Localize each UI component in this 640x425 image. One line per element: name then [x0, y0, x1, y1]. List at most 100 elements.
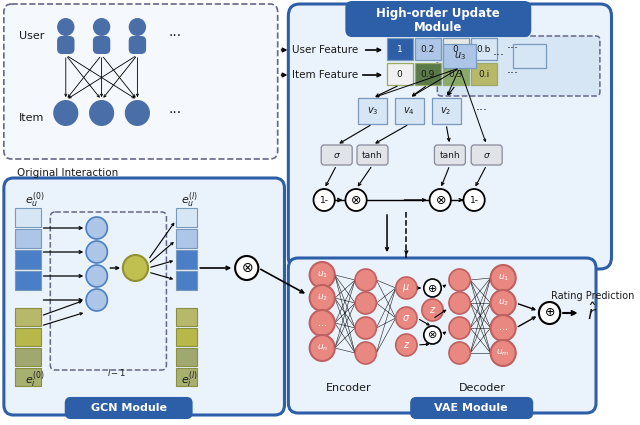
- Circle shape: [355, 317, 376, 339]
- Bar: [15, 208, 40, 227]
- Circle shape: [86, 265, 108, 287]
- Bar: [443, 63, 469, 85]
- Text: ···: ···: [507, 68, 519, 80]
- Text: $e_i^{(l)}$: $e_i^{(l)}$: [181, 370, 198, 391]
- Text: Item Feature: Item Feature: [292, 70, 358, 80]
- Bar: [176, 308, 197, 326]
- Bar: [176, 208, 197, 227]
- Bar: [176, 271, 197, 290]
- Text: $v_4$: $v_4$: [403, 105, 415, 117]
- Bar: [176, 328, 197, 346]
- Text: $\otimes$: $\otimes$: [241, 261, 253, 275]
- Text: ···: ···: [492, 49, 504, 62]
- Text: ···: ···: [168, 106, 182, 120]
- FancyBboxPatch shape: [321, 145, 352, 165]
- Text: $e_u^{(0)}$: $e_u^{(0)}$: [25, 190, 45, 210]
- Bar: [15, 229, 40, 248]
- Circle shape: [449, 292, 470, 314]
- Circle shape: [129, 18, 146, 36]
- Text: ···: ···: [476, 105, 488, 117]
- Bar: [15, 328, 40, 346]
- FancyBboxPatch shape: [357, 145, 388, 165]
- Bar: [15, 368, 40, 386]
- Bar: [15, 250, 40, 269]
- Text: 1-: 1-: [319, 196, 328, 204]
- Circle shape: [355, 342, 376, 364]
- Text: $u_m$: $u_m$: [497, 348, 510, 358]
- Bar: [387, 63, 413, 85]
- Text: $\oplus$: $\oplus$: [428, 283, 438, 294]
- Text: $\sigma$: $\sigma$: [483, 150, 491, 159]
- Text: 1-: 1-: [470, 196, 479, 204]
- Bar: [15, 271, 40, 290]
- Bar: [415, 63, 441, 85]
- Text: $u_n$: $u_n$: [317, 343, 328, 353]
- Text: tanh: tanh: [362, 150, 383, 159]
- Text: Rating Prediction: Rating Prediction: [552, 291, 635, 301]
- Text: ···: ···: [507, 42, 519, 56]
- Bar: [176, 229, 197, 248]
- Circle shape: [310, 285, 335, 311]
- FancyBboxPatch shape: [93, 36, 110, 54]
- Text: 0: 0: [397, 70, 403, 79]
- Text: $z$: $z$: [429, 305, 436, 315]
- Bar: [431, 98, 461, 124]
- Text: $u_2$: $u_2$: [317, 293, 328, 303]
- Circle shape: [396, 334, 417, 356]
- Circle shape: [490, 340, 516, 366]
- Circle shape: [89, 100, 114, 126]
- Bar: [415, 38, 441, 60]
- Circle shape: [310, 262, 335, 288]
- Bar: [443, 44, 476, 68]
- Text: 0.3: 0.3: [449, 70, 463, 79]
- Text: $\sigma$: $\sigma$: [402, 313, 411, 323]
- Circle shape: [424, 326, 441, 344]
- Text: Decoder: Decoder: [458, 383, 506, 393]
- FancyBboxPatch shape: [471, 145, 502, 165]
- Circle shape: [125, 100, 150, 126]
- FancyBboxPatch shape: [4, 178, 284, 415]
- Text: Encoder: Encoder: [326, 383, 371, 393]
- Circle shape: [490, 290, 516, 316]
- Text: 0.i: 0.i: [478, 70, 490, 79]
- Circle shape: [490, 265, 516, 291]
- Text: 1: 1: [397, 45, 403, 54]
- Text: $\otimes$: $\otimes$: [351, 193, 362, 207]
- Text: $e_i^{(0)}$: $e_i^{(0)}$: [25, 370, 45, 391]
- Text: $z$: $z$: [403, 340, 410, 350]
- FancyBboxPatch shape: [4, 4, 278, 159]
- Text: 0.2: 0.2: [420, 45, 435, 54]
- Circle shape: [57, 18, 74, 36]
- Text: $u_3$: $u_3$: [454, 50, 465, 62]
- Text: $l-1$: $l-1$: [106, 368, 125, 379]
- Circle shape: [86, 289, 108, 311]
- Bar: [176, 368, 197, 386]
- FancyBboxPatch shape: [412, 398, 532, 418]
- Bar: [387, 38, 413, 60]
- Circle shape: [429, 189, 451, 211]
- Circle shape: [449, 269, 470, 291]
- Bar: [471, 63, 497, 85]
- Circle shape: [310, 335, 335, 361]
- Circle shape: [424, 279, 441, 297]
- Circle shape: [235, 256, 259, 280]
- Text: $\sigma$: $\sigma$: [333, 150, 340, 159]
- Circle shape: [539, 302, 560, 324]
- Text: $\cdots$: $\cdots$: [498, 323, 508, 332]
- Circle shape: [86, 217, 108, 239]
- FancyBboxPatch shape: [289, 258, 596, 413]
- Bar: [358, 98, 387, 124]
- Text: $\mu$: $\mu$: [403, 282, 410, 294]
- FancyBboxPatch shape: [437, 36, 600, 96]
- Circle shape: [449, 342, 470, 364]
- Circle shape: [86, 241, 108, 263]
- Bar: [15, 348, 40, 366]
- Text: GCN Module: GCN Module: [91, 403, 166, 413]
- FancyBboxPatch shape: [289, 4, 611, 269]
- Text: Item: Item: [19, 113, 45, 123]
- Text: 0.b: 0.b: [477, 45, 491, 54]
- Text: ···: ···: [168, 29, 182, 43]
- Text: User: User: [19, 31, 45, 41]
- Text: $\cdots$: $\cdots$: [317, 318, 327, 328]
- Text: $e_u^{(l)}$: $e_u^{(l)}$: [181, 190, 198, 210]
